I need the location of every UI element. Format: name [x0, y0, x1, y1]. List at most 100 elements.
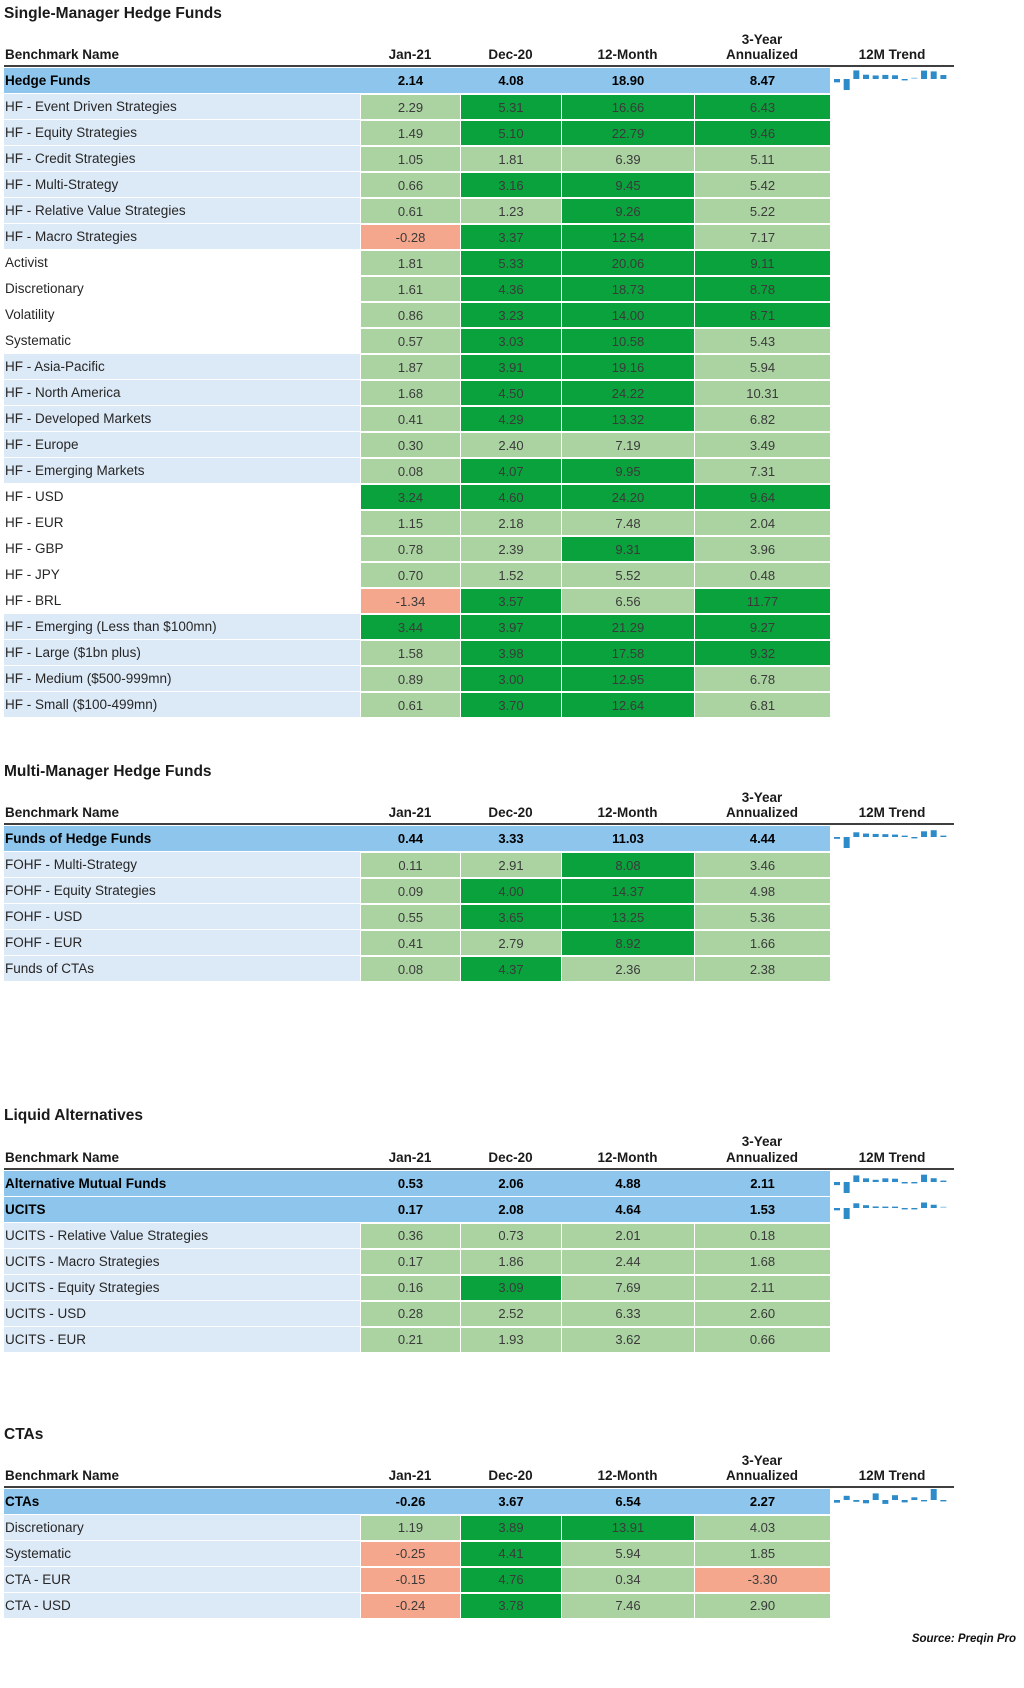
section-title: CTAs [4, 1425, 44, 1443]
sparkline-bar [892, 1178, 899, 1182]
sparkline-12m-trend [834, 1202, 947, 1219]
sparkline-12m-trend [834, 1488, 947, 1504]
row-cells: HF - EUR 1.15 2.18 7.48 2.04 [4, 510, 830, 537]
table-row: HF - Europe 0.30 2.40 7.19 3.49 [4, 432, 954, 459]
value-cell: 9.11 [695, 251, 830, 276]
row-cells: FOHF - Multi-Strategy 0.11 2.91 8.08 3.46 [4, 852, 830, 879]
value-cell: 8.47 [749, 73, 776, 89]
sparkline-bar [940, 1180, 947, 1182]
summary-row-alternative-mutual-funds: Alternative Mutual Funds 0.53 2.06 4.88 2.11 [4, 1170, 954, 1197]
sparkline-bar [930, 71, 937, 80]
sparkline-bar [863, 74, 870, 80]
section-title: Liquid Alternatives [4, 1107, 143, 1125]
value-cell: 1.93 [461, 1327, 561, 1352]
sparkline-12m-trend [834, 830, 947, 849]
sparkline-bar [834, 1499, 840, 1503]
value-cell: 3.98 [461, 641, 561, 666]
value-cell: 1.66 [695, 931, 830, 956]
row-cells: UCITS - Macro Strategies 0.17 1.86 2.44 1.68 [4, 1248, 830, 1275]
value-cell: 5.36 [695, 905, 830, 930]
benchmark-name: HF - Developed Markets [4, 406, 360, 433]
trend-cell [830, 666, 954, 693]
row-cells: HF - Multi-Strategy 0.66 3.16 9.45 5.42 [4, 172, 830, 199]
value-cell: 9.27 [695, 615, 830, 640]
sparkline-bar [843, 1207, 850, 1219]
value-cell: 1.81 [361, 251, 460, 276]
sparkline-bar [843, 1181, 850, 1193]
value-cell: 1.23 [461, 199, 561, 224]
table-row: Volatility 0.86 3.23 14.00 8.71 [4, 302, 954, 329]
value-cell: 2.29 [361, 95, 460, 120]
value-cell: 1.53 [749, 1201, 776, 1217]
table-row: HF - Relative Value Strategies 0.61 1.23 9.… [4, 198, 954, 225]
sparkline-bar [940, 836, 947, 838]
value-cell: 0.53 [397, 1175, 424, 1191]
value-cell: 5.11 [695, 147, 830, 172]
value-cell: 24.20 [562, 485, 694, 510]
value-cell: 0.16 [361, 1275, 460, 1300]
benchmark-name: Alternative Mutual Funds [5, 1175, 167, 1191]
value-cell: 0.44 [397, 831, 424, 847]
summary-row-ctas: CTAs -0.26 3.67 6.54 2.27 [4, 1488, 954, 1515]
trend-cell [830, 146, 954, 173]
table-row: UCITS - EUR 0.21 1.93 3.62 0.66 [4, 1326, 954, 1353]
row-cells: Volatility 0.86 3.23 14.00 8.71 [4, 302, 830, 329]
value-cell: 3.44 [361, 615, 460, 640]
table-row: FOHF - EUR 0.41 2.79 8.92 1.66 [4, 930, 954, 957]
value-cell: -0.25 [361, 1541, 460, 1566]
value-cell: 9.26 [562, 199, 694, 224]
table-row: HF - USD 3.24 4.60 24.20 9.64 [4, 484, 954, 511]
value-cell: 3.03 [461, 329, 561, 354]
benchmark-name: FOHF - EUR [4, 930, 360, 957]
sparkline-bar [921, 1174, 928, 1182]
col-header-dec-20: Dec-20 [488, 1149, 533, 1165]
sparkline-bar [911, 77, 918, 80]
table-row: FOHF - USD 0.55 3.65 13.25 5.36 [4, 904, 954, 931]
row-cells: CTA - EUR -0.15 4.76 0.34 -3.30 [4, 1566, 830, 1593]
table-row: UCITS - USD 0.28 2.52 6.33 2.60 [4, 1300, 954, 1327]
section-single-manager-hedge-funds: Single-Manager Hedge Funds Benchmark Name… [4, 4, 1024, 719]
trend-cell [830, 1566, 954, 1593]
col-header-12-month: 12-Month [597, 805, 658, 821]
table-row: Activist 1.81 5.33 20.06 9.11 [4, 250, 954, 277]
section-ctas: CTAs Benchmark Name Jan-21 Dec-20 12-Month 3-… [4, 1425, 1024, 1619]
section-title: Multi-Manager Hedge Funds [4, 763, 212, 781]
row-cells: UCITS - EUR 0.21 1.93 3.62 0.66 [4, 1326, 830, 1353]
value-cell: 3.23 [461, 303, 561, 328]
sparkline-bar [930, 1488, 937, 1500]
col-header-dec-20: Dec-20 [488, 805, 533, 821]
value-cell: 3.78 [461, 1593, 561, 1618]
value-cell: 3.89 [461, 1515, 561, 1540]
value-cell: 2.04 [695, 511, 830, 536]
benchmark-name: HF - Emerging Markets [4, 458, 360, 485]
row-cells: Alternative Mutual Funds 0.53 2.06 4.88 2.11 [4, 1170, 830, 1197]
trend-cell [830, 432, 954, 459]
value-cell: 0.11 [361, 853, 460, 878]
table-row: Discretionary 1.61 4.36 18.73 8.78 [4, 276, 954, 303]
sparkline-bar [911, 837, 918, 839]
sparkline-bar [843, 1495, 850, 1500]
value-cell: -0.26 [395, 1493, 426, 1509]
value-cell: 7.31 [695, 459, 830, 484]
trend-cell [830, 484, 954, 511]
value-cell: 13.32 [562, 407, 694, 432]
sparkline-bar [882, 1499, 889, 1504]
col-header-benchmark-name: Benchmark Name [5, 1149, 120, 1165]
value-cell: -0.15 [361, 1567, 460, 1592]
benchmark-name: HF - GBP [4, 536, 360, 563]
value-cell: 3.46 [695, 853, 830, 878]
table-row: Systematic 0.57 3.03 10.58 5.43 [4, 328, 954, 355]
value-cell: 14.00 [562, 303, 694, 328]
source-note: Source: Preqin Pro [911, 1632, 1016, 1645]
row-cells: Systematic 0.57 3.03 10.58 5.43 [4, 328, 830, 355]
value-cell: 2.39 [461, 537, 561, 562]
benchmark-name: CTA - EUR [4, 1566, 360, 1593]
value-cell: 5.52 [562, 563, 694, 588]
trend-cell [830, 1170, 954, 1197]
value-cell: 2.90 [695, 1593, 830, 1618]
col-header-12m-trend: 12M Trend [858, 805, 926, 821]
sparkline-12m-trend [834, 1174, 947, 1193]
benchmark-name: HF - Large ($1bn plus) [4, 640, 360, 667]
value-cell: 8.08 [562, 853, 694, 878]
sparkline-bar [901, 836, 908, 838]
